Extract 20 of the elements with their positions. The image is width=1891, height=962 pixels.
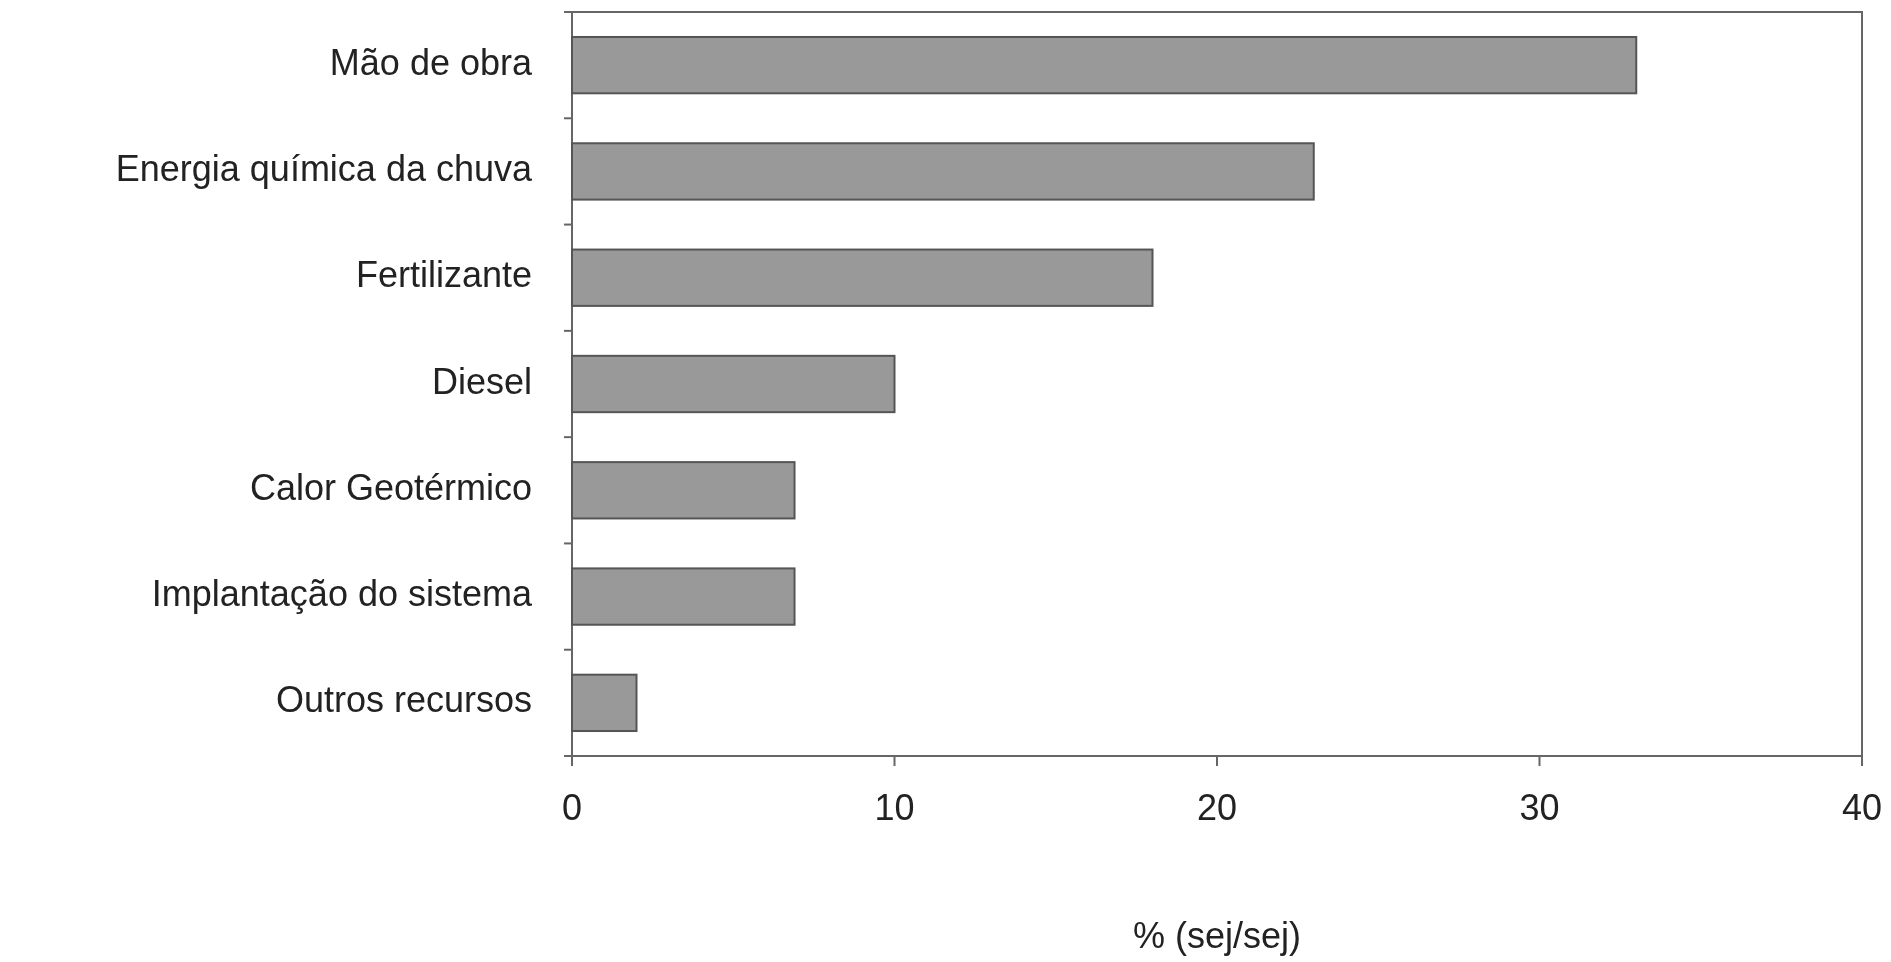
x-tick-label: 0 [561,787,583,828]
y-tick-label: Outros recursos [275,679,532,721]
x-tick-label: 40 [1841,787,1883,828]
x-tick-label: 30 [1519,787,1560,828]
bar [571,461,796,520]
y-tick-label: Calor Geotérmico [249,466,532,508]
bar [571,248,1154,307]
bar [571,673,638,733]
y-tick-label: Energia química da chuva [115,147,533,189]
bar [571,354,896,414]
bar [571,142,1315,201]
x-axis-title: % (sej/sej) [1132,915,1302,956]
y-tick-label: Mão de obra [329,41,533,83]
y-tick-label: Diesel [431,360,532,402]
bar [571,35,1638,95]
y-tick-label: Implantação do sistema [151,573,533,615]
bar [571,567,796,626]
x-tick-label: 20 [1196,787,1238,828]
x-tick-label: 10 [874,787,915,828]
y-tick-label: Fertilizante [355,254,532,296]
